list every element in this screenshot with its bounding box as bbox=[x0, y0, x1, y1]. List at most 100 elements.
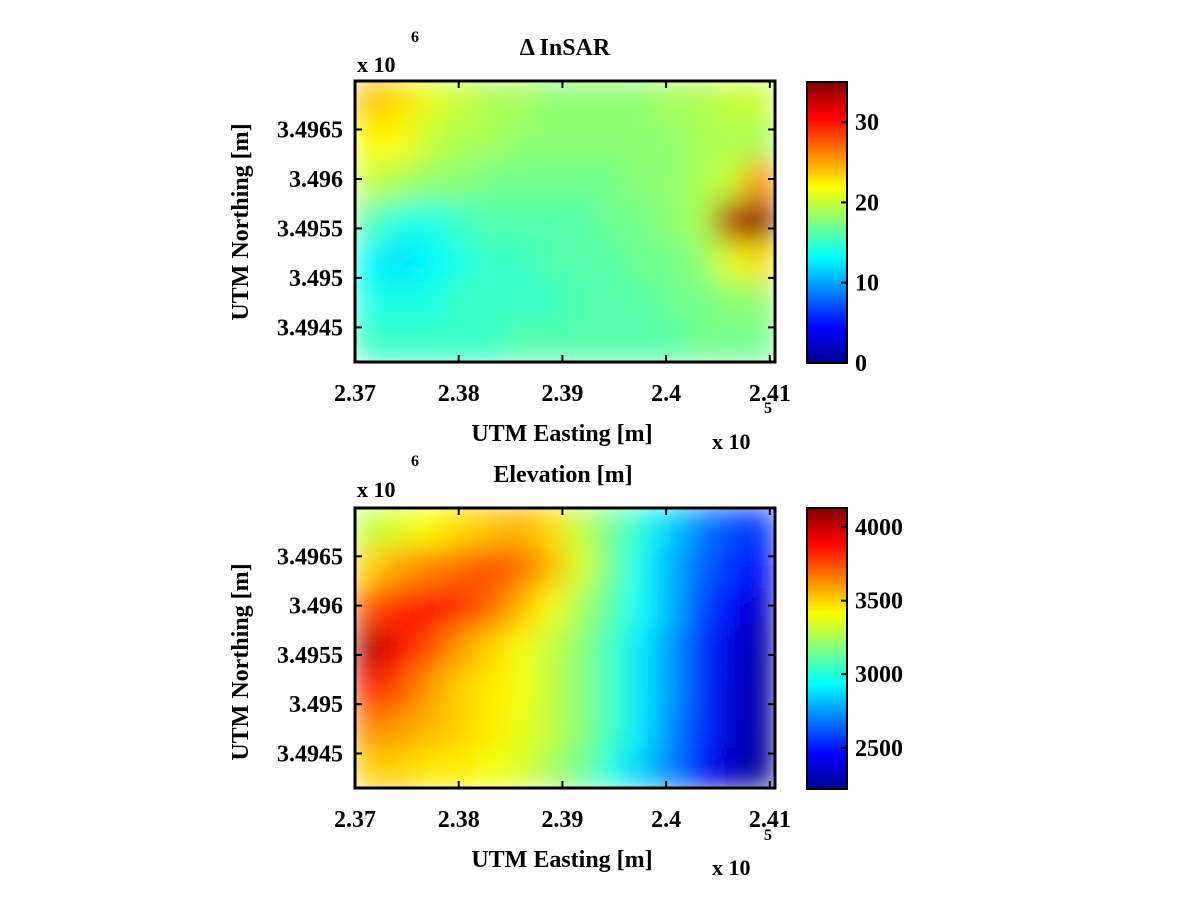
insar-heatmap-cell bbox=[625, 161, 656, 203]
elevation-heatmap-cell bbox=[385, 748, 416, 788]
insar-colorbar-ticks: 0 10 20 30 bbox=[841, 110, 879, 377]
elevation-heatmap-cell bbox=[625, 668, 656, 709]
insar-heatmap-cell bbox=[595, 81, 626, 122]
insar-ylabel: UTM Northing [m] bbox=[228, 123, 254, 320]
elevation-x-multiplier: x 10 bbox=[712, 855, 751, 880]
insar-heatmap-cell bbox=[565, 121, 596, 162]
elevation-heatmap-cell bbox=[445, 548, 476, 589]
insar-heatmap-cell bbox=[505, 121, 536, 162]
insar-heatmap-cell bbox=[685, 161, 716, 203]
insar-title: Δ InSAR bbox=[520, 35, 611, 61]
insar-heatmap-cell bbox=[445, 321, 476, 362]
elevation-heatmap-cell bbox=[415, 668, 446, 709]
insar-heatmap-cell bbox=[535, 121, 566, 162]
insar-heatmap-cell bbox=[415, 321, 446, 362]
insar-heatmap-cell bbox=[565, 81, 596, 122]
elevation-heatmap-cell bbox=[655, 708, 686, 749]
elevation-heatmap-cell bbox=[565, 628, 596, 669]
elevation-heatmap-cell bbox=[745, 588, 775, 629]
elevation-heatmap-cell bbox=[625, 748, 656, 788]
elevation-y-multiplier: x 10 bbox=[357, 477, 396, 502]
elevation-y-tick-label: 3.4965 bbox=[277, 544, 343, 570]
insar-heatmap-cell bbox=[715, 161, 746, 203]
insar-heatmap-cell bbox=[625, 281, 656, 323]
insar-heatmap-cell bbox=[655, 81, 686, 122]
insar-y-tick-label: 3.495 bbox=[289, 266, 343, 292]
elevation-heatmap-cell bbox=[625, 588, 656, 629]
insar-x-tick-label: 2.38 bbox=[438, 381, 480, 407]
insar-heatmap-cell bbox=[355, 81, 386, 122]
insar-heatmap-cell bbox=[505, 81, 536, 122]
elevation-heatmap bbox=[355, 508, 775, 788]
insar-colorbar-tick-label: 30 bbox=[855, 110, 879, 136]
insar-heatmap-cell bbox=[385, 281, 416, 323]
insar-heatmap-cell bbox=[745, 81, 775, 122]
insar-heatmap-cell bbox=[715, 81, 746, 122]
elevation-heatmap-cell bbox=[685, 668, 716, 709]
insar-heatmap-cell bbox=[415, 81, 446, 122]
insar-heatmap-cell bbox=[685, 201, 716, 243]
elevation-x-tick-label: 2.4 bbox=[651, 807, 681, 833]
elevation-heatmap-cell bbox=[445, 708, 476, 749]
elevation-heatmap-cell bbox=[505, 588, 536, 629]
insar-heatmap-cell bbox=[745, 281, 775, 323]
elevation-heatmap-cell bbox=[745, 628, 775, 669]
insar-heatmap-cell bbox=[385, 121, 416, 162]
insar-heatmap-cell bbox=[565, 281, 596, 323]
elevation-heatmap-cell bbox=[535, 628, 566, 669]
insar-heatmap-cell bbox=[625, 241, 656, 283]
elevation-heatmap-cell bbox=[715, 628, 746, 669]
insar-heatmap-cell bbox=[595, 321, 626, 362]
insar-x-exponent: 5 bbox=[764, 400, 772, 417]
elevation-heatmap-cell bbox=[385, 628, 416, 669]
elevation-heatmap-cell bbox=[475, 548, 506, 589]
elevation-y-tick-label: 3.496 bbox=[289, 594, 343, 620]
elevation-heatmap-cell bbox=[745, 508, 775, 549]
elevation-heatmap-cell bbox=[355, 708, 386, 749]
elevation-heatmap-cell bbox=[505, 668, 536, 709]
insar-heatmap-cell bbox=[355, 321, 386, 362]
insar-heatmap-cell bbox=[475, 321, 506, 362]
elevation-heatmap-cell bbox=[385, 508, 416, 549]
insar-panel: Δ InSAR x 10 6 3.49453.4953.49553.4963.4… bbox=[228, 29, 879, 454]
insar-y-tick-label: 3.4955 bbox=[277, 216, 343, 242]
elevation-heatmap-cell bbox=[535, 548, 566, 589]
insar-heatmap-cell bbox=[685, 121, 716, 162]
elevation-heatmap-cell bbox=[595, 588, 626, 629]
elevation-heatmap-cell bbox=[685, 748, 716, 788]
elevation-y-tick-label: 3.4945 bbox=[277, 741, 343, 767]
elevation-heatmap-cell bbox=[385, 548, 416, 589]
insar-heatmap-cell bbox=[385, 161, 416, 203]
insar-colorbar-tick-label: 20 bbox=[855, 190, 879, 216]
elevation-colorbar-tick-label: 4000 bbox=[855, 515, 903, 541]
elevation-heatmap-cell bbox=[415, 628, 446, 669]
insar-heatmap-cell bbox=[505, 281, 536, 323]
elevation-heatmap-cell bbox=[745, 708, 775, 749]
elevation-heatmap-cell bbox=[685, 548, 716, 589]
insar-heatmap-cell bbox=[445, 121, 476, 162]
elevation-heatmap-cell bbox=[445, 748, 476, 788]
elevation-heatmap-cell bbox=[535, 508, 566, 549]
insar-heatmap-cell bbox=[535, 201, 566, 243]
insar-heatmap-cell bbox=[685, 281, 716, 323]
insar-heatmap-cell bbox=[355, 241, 386, 283]
insar-heatmap-cell bbox=[385, 241, 416, 283]
insar-heatmap-cell bbox=[565, 321, 596, 362]
insar-x-tick-label: 2.4 bbox=[651, 381, 681, 407]
insar-x-ticks: 2.37 2.38 2.39 2.4 2.41 bbox=[334, 81, 791, 407]
elevation-heatmap-cell bbox=[505, 628, 536, 669]
elevation-heatmap-cell bbox=[475, 708, 506, 749]
elevation-heatmap-cell bbox=[685, 628, 716, 669]
insar-heatmap-cell bbox=[655, 281, 686, 323]
insar-heatmap-cell bbox=[535, 281, 566, 323]
insar-heatmap-cell bbox=[355, 201, 386, 243]
elevation-heatmap-cell bbox=[415, 548, 446, 589]
insar-heatmap-cell bbox=[715, 321, 746, 362]
insar-heatmap-cell bbox=[475, 161, 506, 203]
insar-heatmap-cell bbox=[535, 321, 566, 362]
insar-heatmap-cell bbox=[355, 121, 386, 162]
insar-heatmap-cell bbox=[565, 201, 596, 243]
elevation-heatmap-cell bbox=[625, 708, 656, 749]
insar-heatmap-cell bbox=[445, 281, 476, 323]
insar-heatmap-cell bbox=[415, 121, 446, 162]
